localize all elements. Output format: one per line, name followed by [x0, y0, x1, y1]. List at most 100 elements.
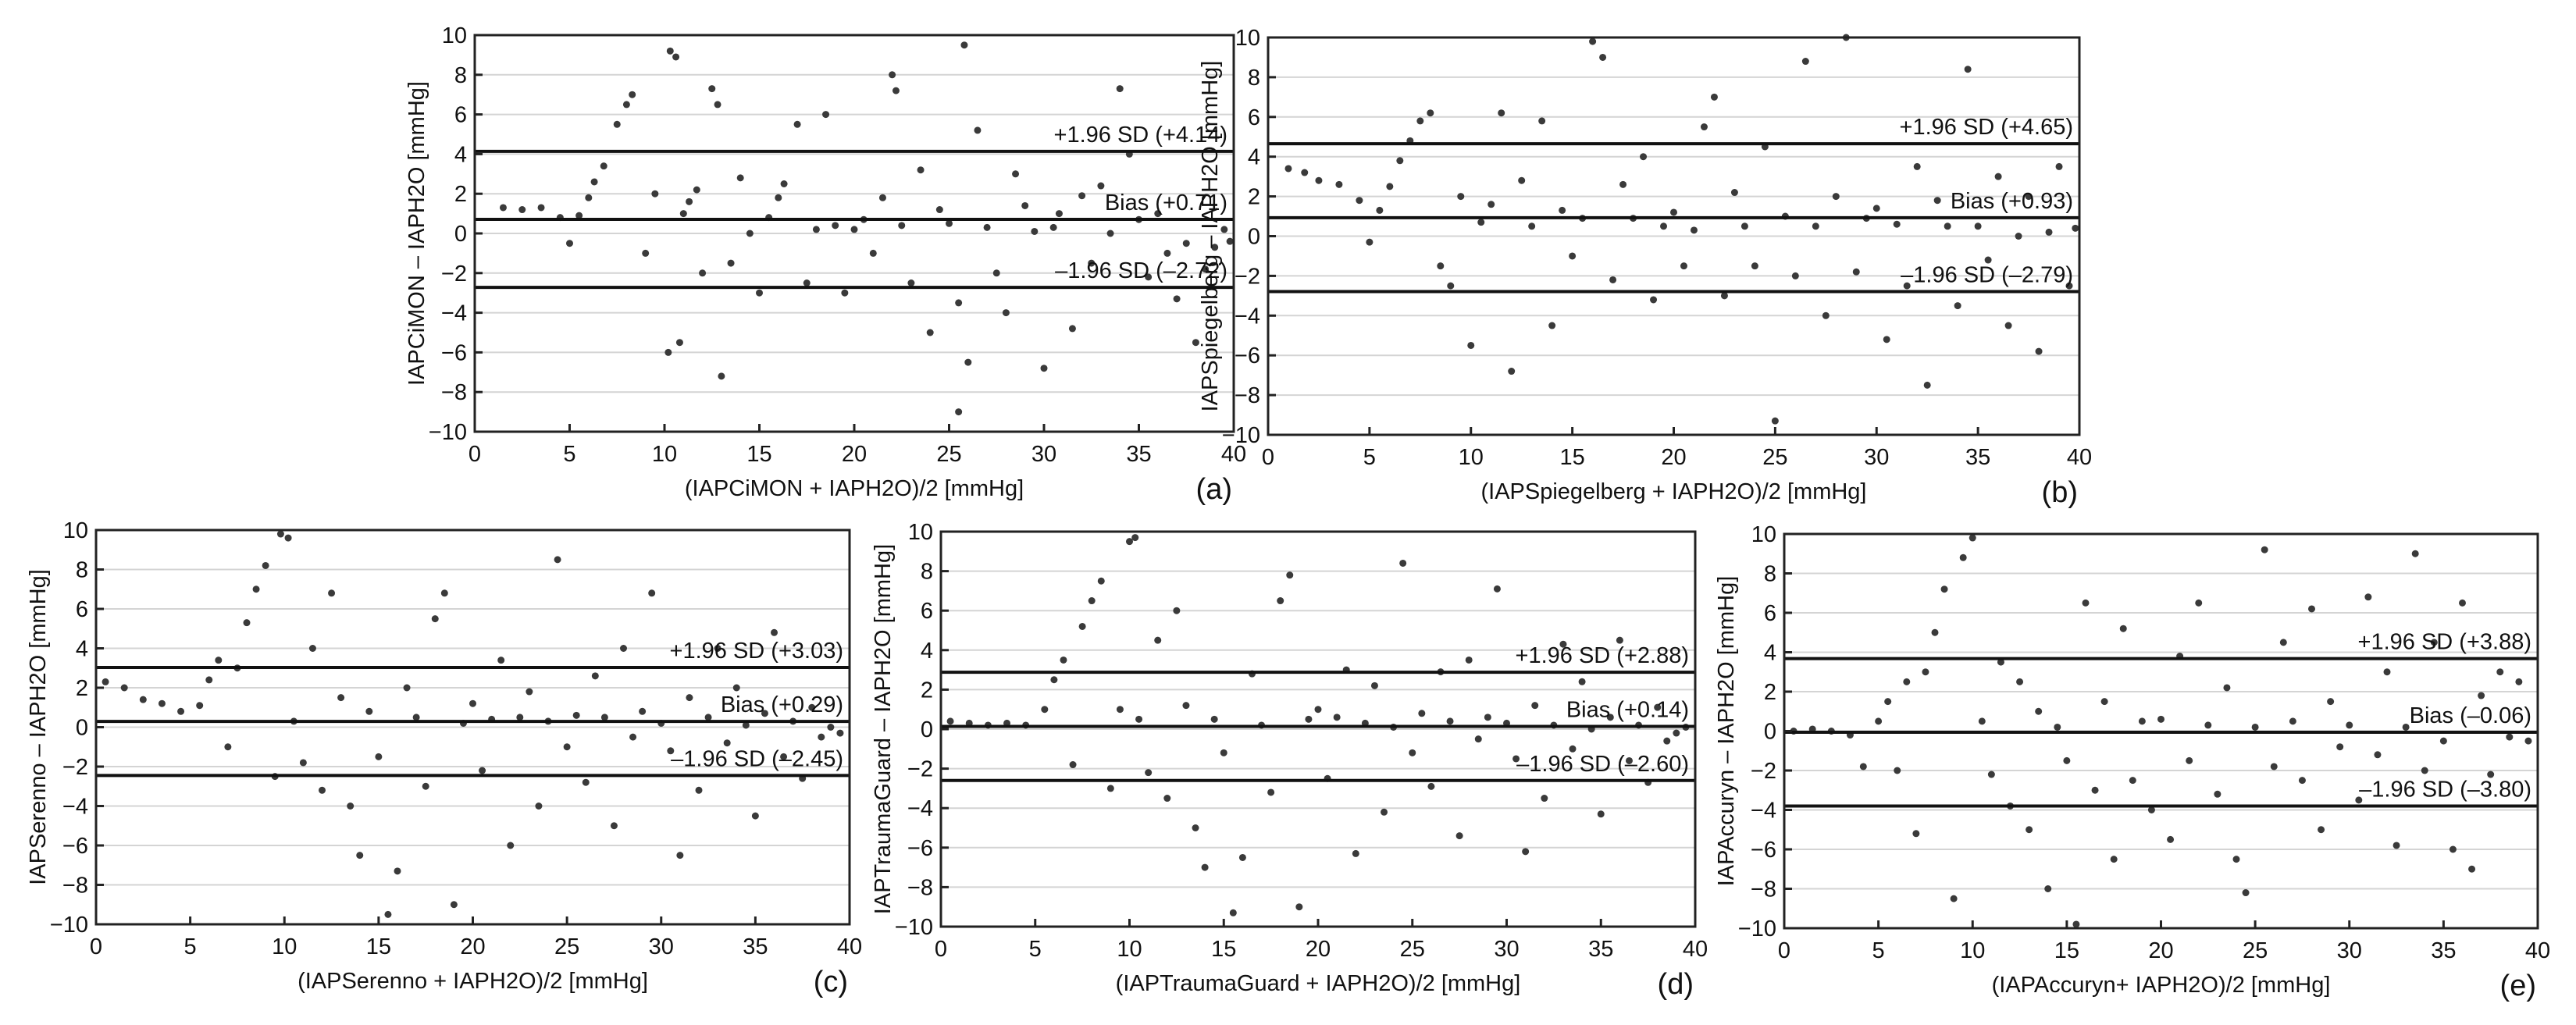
- scatter-point: [2110, 856, 2118, 863]
- scatter-point: [563, 743, 571, 751]
- x-tick-label: 30: [649, 934, 674, 959]
- scatter-point: [575, 212, 583, 219]
- scatter-point: [1660, 222, 1668, 230]
- scatter-point: [1663, 737, 1671, 745]
- scatter-point: [1376, 206, 1384, 214]
- scatter-point: [1097, 182, 1105, 190]
- scatter-point: [1154, 636, 1162, 644]
- scatter-point: [2204, 721, 2212, 729]
- y-tick-label: −4: [907, 796, 933, 821]
- y-tick-label: −8: [1751, 877, 1776, 902]
- scatter-point: [1640, 153, 1648, 161]
- scatter-point: [1211, 244, 1219, 251]
- scatter-point: [780, 753, 788, 760]
- scatter-point: [2402, 723, 2410, 731]
- x-axis-label: (IAPSpiegelberg + IAPH2O)/2 [mmHg]: [1480, 479, 1866, 504]
- scatter-point: [516, 714, 524, 721]
- scatter-point: [2055, 162, 2063, 170]
- scatter-point: [1894, 767, 1901, 774]
- upper_loa-label: +1.96 SD (+4.14): [1054, 123, 1227, 148]
- scatter-point: [1386, 183, 1394, 190]
- scatter-point: [1418, 710, 1426, 717]
- bias-label: Bias (+0.71): [1105, 190, 1227, 215]
- scatter-point: [1333, 714, 1341, 721]
- scatter-point: [850, 226, 858, 233]
- scatter-point: [1335, 180, 1343, 188]
- scatter-point: [1832, 193, 1840, 201]
- x-tick-label: 10: [1960, 938, 1985, 963]
- scatter-point: [2459, 599, 2466, 607]
- scatter-point: [1978, 717, 1986, 725]
- scatter-point: [1068, 325, 1076, 333]
- y-tick-label: 8: [921, 560, 933, 585]
- scatter-point: [2383, 668, 2391, 676]
- scatter-point: [2346, 721, 2353, 729]
- y-tick-label: −6: [441, 340, 467, 365]
- x-tick-label: 5: [1029, 937, 1042, 962]
- scatter-point: [704, 714, 712, 721]
- y-tick-label: −2: [1751, 759, 1776, 784]
- scatter-point: [1984, 256, 1992, 264]
- bias-label: Bias (–0.06): [2410, 703, 2531, 728]
- scatter-point: [450, 901, 458, 909]
- panel-b: 0 5 10 15 20 25 30 35 40−10−8−6−4−20246810+1.96 …: [1198, 26, 2092, 509]
- scatter-point: [2119, 625, 2127, 632]
- scatter-point: [526, 688, 533, 696]
- scatter-point: [960, 41, 968, 49]
- bias-label: Bias (+0.29): [721, 692, 843, 717]
- y-tick-label: −10: [895, 915, 933, 940]
- scatter-point: [983, 223, 991, 231]
- y-tick-label: 0: [1248, 225, 1260, 250]
- x-tick-label: 35: [1126, 442, 1151, 467]
- scatter-point: [2478, 692, 2485, 699]
- scatter-point: [1060, 656, 1067, 664]
- scatter-point: [337, 694, 345, 702]
- bias-label: Bias (+0.14): [1566, 697, 1689, 722]
- x-tick-label: 20: [1661, 445, 1686, 470]
- scatter-point: [714, 645, 721, 652]
- y-tick-label: 0: [1764, 720, 1776, 745]
- scatter-point: [1116, 706, 1124, 714]
- scatter-point: [699, 269, 707, 277]
- scatter-point: [1021, 201, 1029, 209]
- panel-a: 0 5 10 15 20 25 30 35 40 −10 −8 −6 −4 −2 0 2 4 6 8 10 +1.96 …: [404, 23, 1246, 506]
- scatter-point: [1106, 230, 1114, 237]
- scatter-point: [1518, 176, 1526, 184]
- scatter-point: [507, 842, 515, 849]
- scatter-point: [1455, 832, 1463, 840]
- scatter-point: [2279, 639, 2287, 646]
- x-tick-label: 10: [652, 442, 677, 467]
- scatter-point: [2015, 233, 2022, 240]
- x-tick-label: 25: [1762, 445, 1787, 470]
- scatter-point: [907, 279, 915, 287]
- scatter-point: [572, 711, 580, 719]
- y-tick-label: 8: [1764, 562, 1776, 587]
- scatter-point: [554, 556, 561, 564]
- scatter-point: [1088, 597, 1096, 605]
- scatter-point: [2506, 733, 2514, 741]
- scatter-point: [651, 190, 659, 198]
- scatter-point: [1883, 336, 1890, 343]
- x-tick-label: 10: [1459, 445, 1484, 470]
- scatter-point: [1031, 227, 1039, 235]
- y-tick-label: −2: [62, 755, 88, 780]
- scatter-point: [469, 699, 476, 707]
- scatter-point: [1078, 192, 1086, 200]
- scatter-point: [1964, 66, 1972, 73]
- scatter-point: [841, 289, 849, 297]
- x-tick-label: 30: [2337, 938, 2362, 963]
- x-tick-label: 0: [935, 937, 947, 962]
- scatter-point: [412, 714, 420, 721]
- scatter-point: [375, 753, 383, 760]
- scatter-point: [403, 684, 411, 692]
- scatter-point: [177, 707, 185, 715]
- scatter-point: [808, 703, 816, 711]
- x-tick-label: 30: [1494, 937, 1519, 962]
- scatter-point: [582, 778, 590, 786]
- scatter-point: [610, 822, 618, 830]
- scatter-point: [736, 174, 744, 182]
- panel-e: 0 5 10 15 20 25 30 35 40 −10 −8 −6 −4 −2 0 2 4 6 8 10 +1.96 …: [1714, 522, 2550, 1002]
- scatter-point: [1597, 810, 1605, 818]
- scatter-point: [1852, 268, 1860, 276]
